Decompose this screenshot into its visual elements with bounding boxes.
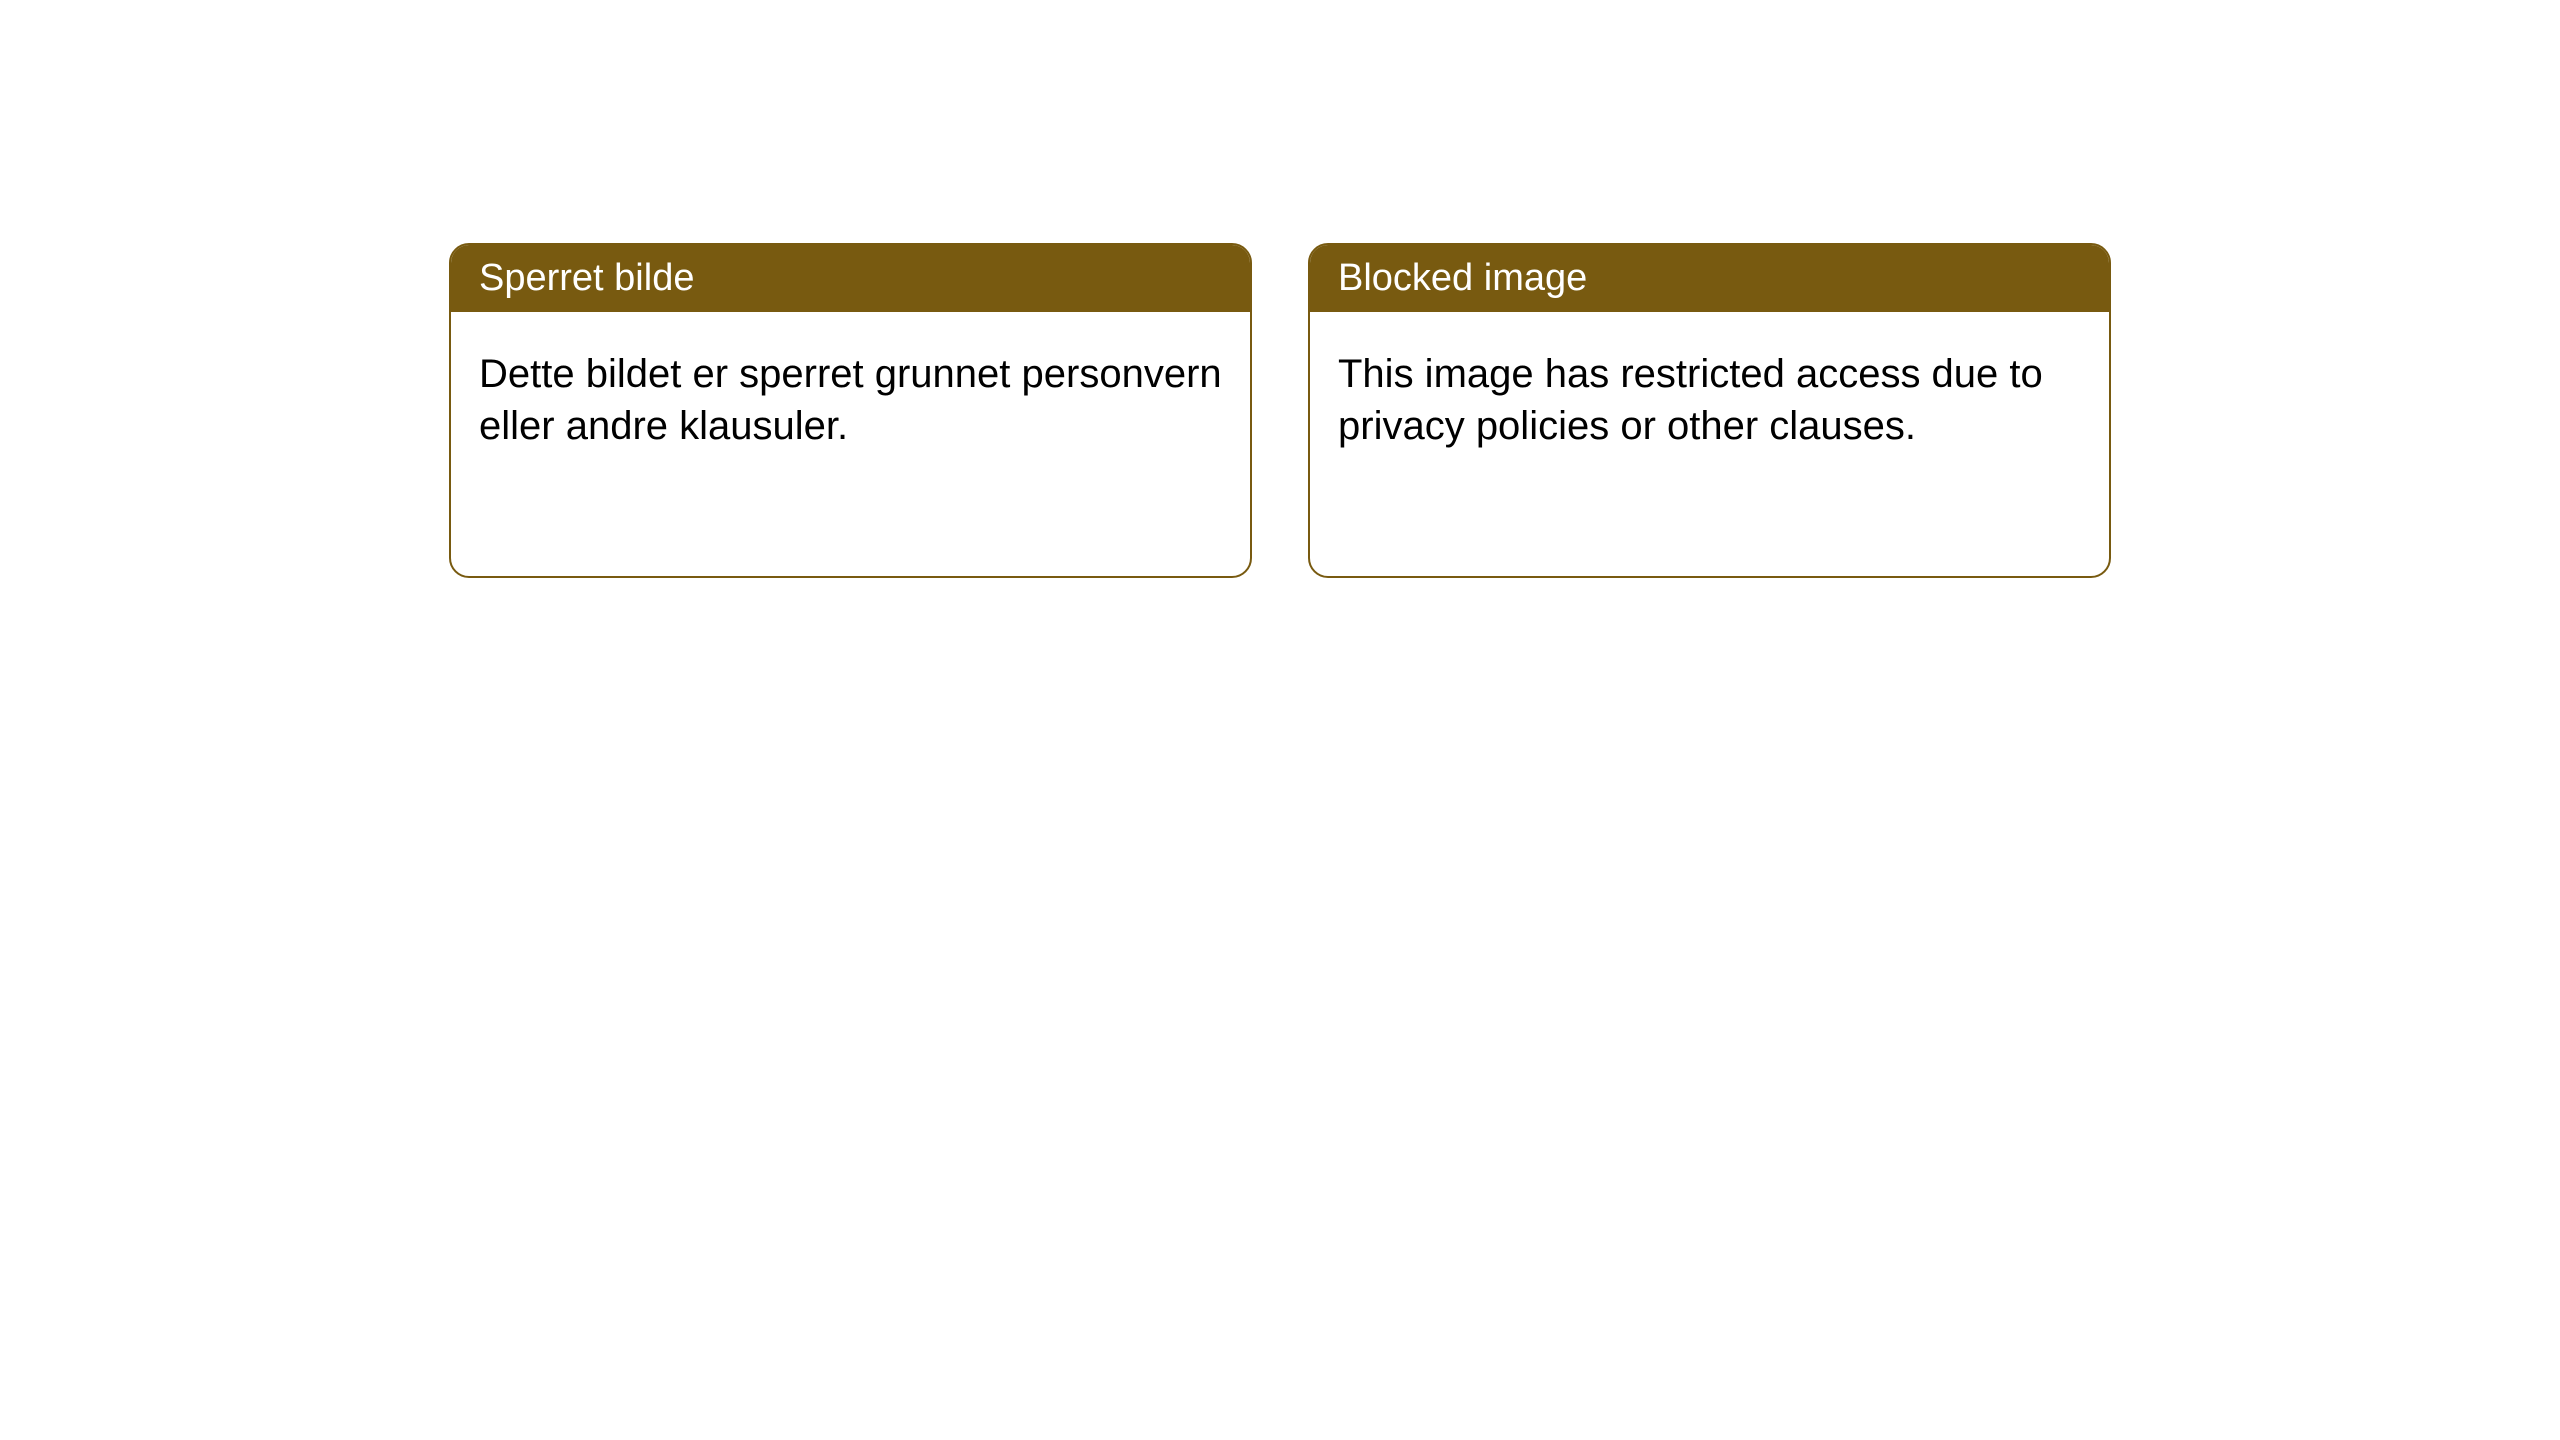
blocked-image-card-no: Sperret bilde Dette bildet er sperret gr…	[449, 243, 1252, 578]
notice-container: Sperret bilde Dette bildet er sperret gr…	[0, 0, 2560, 578]
card-title: Blocked image	[1338, 257, 1587, 299]
card-body-text: Dette bildet er sperret grunnet personve…	[479, 352, 1222, 448]
blocked-image-card-en: Blocked image This image has restricted …	[1308, 243, 2111, 578]
card-body-text: This image has restricted access due to …	[1338, 352, 2043, 448]
card-body: Dette bildet er sperret grunnet personve…	[451, 312, 1250, 488]
card-body: This image has restricted access due to …	[1310, 312, 2109, 488]
card-header: Blocked image	[1310, 245, 2109, 312]
card-header: Sperret bilde	[451, 245, 1250, 312]
card-title: Sperret bilde	[479, 257, 694, 299]
